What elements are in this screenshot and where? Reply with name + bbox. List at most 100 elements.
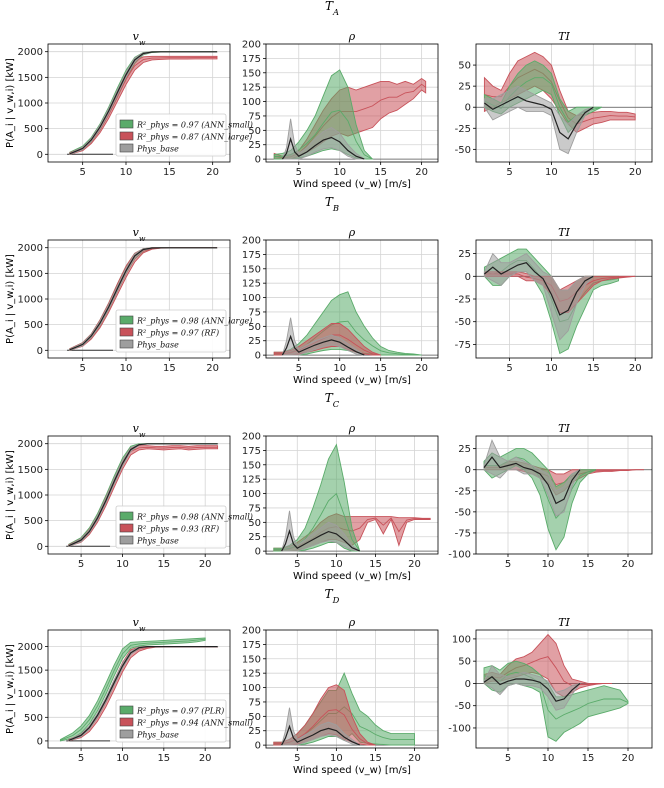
y-tick-label: 25: [248, 336, 261, 347]
legend-swatch: [119, 119, 134, 129]
y-tick-label: 0: [37, 346, 43, 357]
y-tick-label: 0: [255, 155, 261, 166]
y-tick-label: 0: [465, 679, 471, 690]
x-axis-label: Wind speed (v_w) [m/s]: [293, 571, 411, 582]
y-axis-label: P(A_i | v_w,i) [kW]: [5, 644, 16, 734]
mean-line-grey: [281, 334, 365, 356]
mean-line-grey: [69, 247, 217, 351]
mean-line-grey: [281, 136, 365, 160]
y-tick-label: 175: [242, 54, 261, 65]
x-tick-label: 15: [587, 363, 600, 374]
y-tick-label: 75: [248, 111, 261, 122]
y-tick-label: 75: [248, 307, 261, 318]
y-tick-label: 1000: [18, 491, 43, 502]
bands: [59, 637, 219, 742]
legend-label: Phys_base: [136, 537, 179, 546]
y-tick-label: 0: [37, 542, 43, 553]
bands: [483, 633, 629, 742]
x-tick-label: 10: [120, 167, 133, 178]
axes-frame: [475, 43, 653, 163]
legend-swatch: [119, 339, 134, 349]
band-grey: [483, 438, 581, 517]
x-tick-label: 15: [163, 363, 176, 374]
x-tick-label: 10: [120, 363, 133, 374]
y-tick-label: 1000: [18, 295, 43, 306]
legend-label: Phys_base: [136, 731, 179, 740]
y-tick-label: 0: [255, 547, 261, 558]
x-tick-label: 15: [163, 167, 176, 178]
y-tick-label: 200: [242, 236, 261, 247]
legend-swatch: [119, 523, 134, 533]
y-tick-label: 2000: [18, 47, 43, 58]
legend-label: R²_phys = 0.98 (ANN_small): [136, 513, 253, 522]
x-tick-label: 5: [294, 753, 300, 764]
y-tick-label: 1000: [18, 689, 43, 700]
panel-title: TI: [558, 30, 570, 43]
x-tick-label: 20: [415, 363, 428, 374]
legend-label: R²_phys = 0.97 (RF): [136, 329, 219, 338]
x-tick-label: 20: [622, 753, 635, 764]
y-tick-label: -75: [455, 528, 471, 539]
x-axis-label: Wind speed (v_w) [m/s]: [293, 765, 411, 776]
x-tick-label: 15: [374, 363, 387, 374]
x-tick-label: 5: [506, 167, 512, 178]
y-tick-label: 1500: [18, 666, 43, 677]
x-tick-label: 15: [582, 753, 595, 764]
y-tick-label: 100: [452, 634, 471, 645]
x-tick-label: 10: [333, 363, 346, 374]
y-tick-label: 25: [458, 444, 471, 455]
y-tick-label: -50: [455, 317, 471, 328]
axes-frame: [265, 43, 439, 163]
row-title: TD: [325, 587, 340, 605]
grid: [266, 629, 438, 748]
y-tick-label: -25: [455, 124, 471, 135]
axes-frame: [47, 629, 231, 749]
x-tick-label: 15: [582, 559, 595, 570]
legend-label: R²_phys = 0.93 (RF): [136, 525, 219, 534]
x-tick-label: 5: [296, 363, 302, 374]
bands: [273, 672, 415, 746]
y-tick-label: 175: [242, 250, 261, 261]
panel-4-3: 5 10 15 20 -100 -50 0 50 100 TI: [448, 616, 653, 764]
panel-3-3: 5 10 15 20 -100 -75 -50 -25 0 25 TI: [448, 422, 653, 570]
x-tick-label: 15: [157, 559, 170, 570]
x-tick-label: 10: [333, 167, 346, 178]
panel-title: ρ: [348, 422, 356, 435]
mean-line-grey: [68, 443, 218, 547]
y-tick-label: 0: [37, 150, 43, 161]
mean-line-grey: [484, 262, 594, 316]
y-tick-label: -50: [455, 507, 471, 518]
y-tick-label: 2000: [18, 642, 43, 653]
x-tick-label: 10: [116, 753, 129, 764]
bands: [69, 247, 218, 351]
legend-box: [115, 309, 227, 353]
panel-title: TI: [558, 616, 570, 629]
x-tick-label: 5: [79, 167, 85, 178]
y-tick-label: 100: [242, 683, 261, 694]
y-tick-label: 0: [255, 741, 261, 752]
y-tick-label: 50: [248, 126, 261, 137]
x-tick-label: 20: [622, 559, 635, 570]
panel-title: ρ: [348, 226, 356, 239]
y-tick-label: 50: [458, 61, 471, 72]
mean-line-grey: [69, 51, 217, 155]
y-tick-label: 100: [242, 489, 261, 500]
x-tick-label: 20: [629, 167, 642, 178]
panel-2-3: 5 10 15 20 -75 -50 -25 0 25 TI: [455, 226, 653, 374]
y-tick-label: 200: [242, 626, 261, 637]
x-axis-label: Wind speed (v_w) [m/s]: [293, 179, 411, 190]
y-tick-label: 175: [242, 446, 261, 457]
bands: [68, 443, 219, 547]
y-tick-label: 100: [242, 97, 261, 108]
x-tick-label: 10: [545, 363, 558, 374]
y-tick-label: 175: [242, 640, 261, 651]
